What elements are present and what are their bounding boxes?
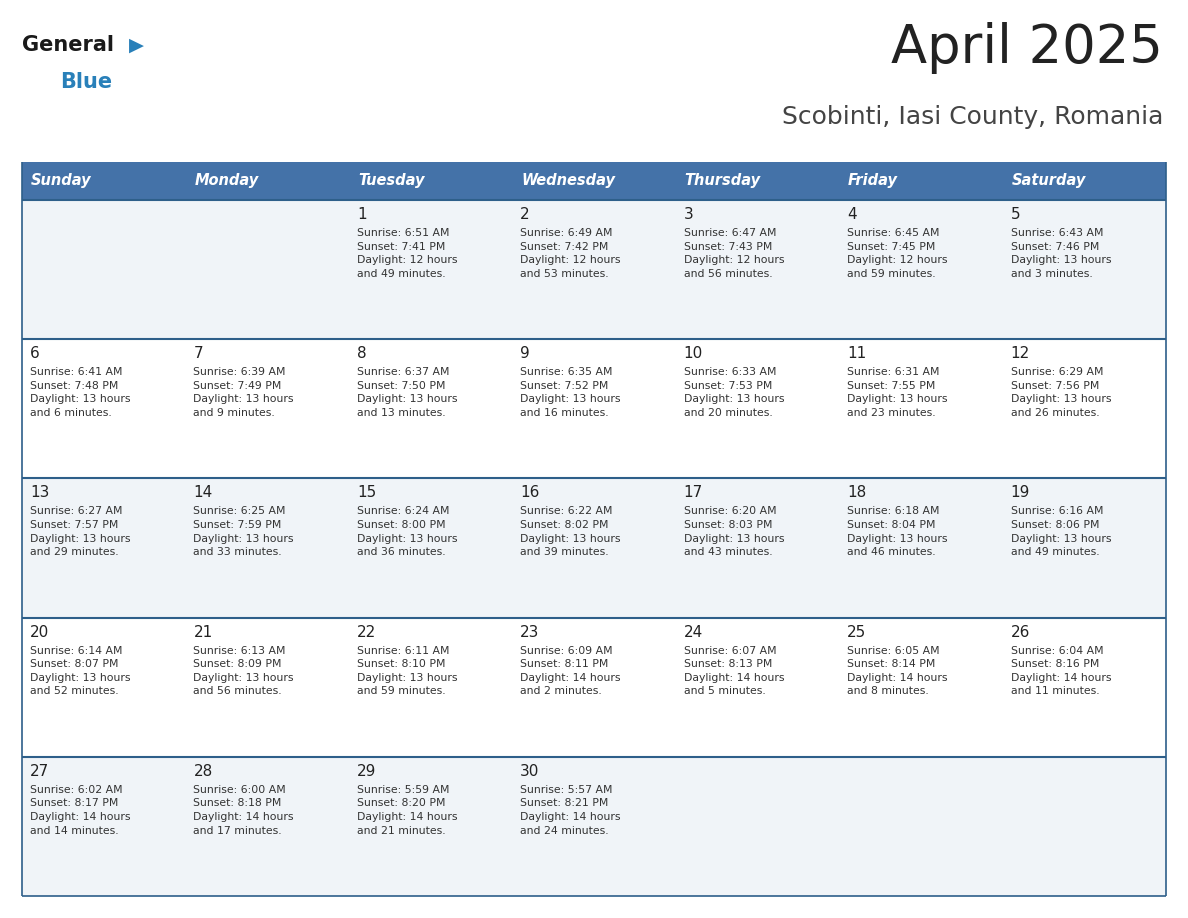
Text: 9: 9 xyxy=(520,346,530,361)
Bar xyxy=(23,200,1165,339)
Text: 28: 28 xyxy=(194,764,213,778)
Text: 6: 6 xyxy=(30,346,39,361)
Text: Sunrise: 6:09 AM
Sunset: 8:11 PM
Daylight: 14 hours
and 2 minutes.: Sunrise: 6:09 AM Sunset: 8:11 PM Dayligh… xyxy=(520,645,621,697)
Text: ▶: ▶ xyxy=(129,36,144,55)
Text: 10: 10 xyxy=(684,346,703,361)
Bar xyxy=(1003,162,1165,200)
Text: Sunrise: 6:45 AM
Sunset: 7:45 PM
Daylight: 12 hours
and 59 minutes.: Sunrise: 6:45 AM Sunset: 7:45 PM Dayligh… xyxy=(847,228,948,279)
Text: 17: 17 xyxy=(684,486,703,500)
Text: 22: 22 xyxy=(356,624,377,640)
Text: Sunrise: 6:07 AM
Sunset: 8:13 PM
Daylight: 14 hours
and 5 minutes.: Sunrise: 6:07 AM Sunset: 8:13 PM Dayligh… xyxy=(684,645,784,697)
Text: Tuesday: Tuesday xyxy=(358,174,424,188)
Text: 2: 2 xyxy=(520,207,530,222)
Text: Saturday: Saturday xyxy=(1011,174,1086,188)
Text: Sunrise: 6:13 AM
Sunset: 8:09 PM
Daylight: 13 hours
and 56 minutes.: Sunrise: 6:13 AM Sunset: 8:09 PM Dayligh… xyxy=(194,645,293,697)
Text: 30: 30 xyxy=(520,764,539,778)
Text: Sunrise: 6:04 AM
Sunset: 8:16 PM
Daylight: 14 hours
and 11 minutes.: Sunrise: 6:04 AM Sunset: 8:16 PM Dayligh… xyxy=(1011,645,1111,697)
Text: Sunrise: 6:31 AM
Sunset: 7:55 PM
Daylight: 13 hours
and 23 minutes.: Sunrise: 6:31 AM Sunset: 7:55 PM Dayligh… xyxy=(847,367,948,418)
Text: 26: 26 xyxy=(1011,624,1030,640)
Text: Sunrise: 6:47 AM
Sunset: 7:43 PM
Daylight: 12 hours
and 56 minutes.: Sunrise: 6:47 AM Sunset: 7:43 PM Dayligh… xyxy=(684,228,784,279)
Text: Sunrise: 5:59 AM
Sunset: 8:20 PM
Daylight: 14 hours
and 21 minutes.: Sunrise: 5:59 AM Sunset: 8:20 PM Dayligh… xyxy=(356,785,457,835)
Text: 15: 15 xyxy=(356,486,377,500)
Text: Sunday: Sunday xyxy=(31,174,91,188)
Text: 5: 5 xyxy=(1011,207,1020,222)
Text: Sunrise: 6:24 AM
Sunset: 8:00 PM
Daylight: 13 hours
and 36 minutes.: Sunrise: 6:24 AM Sunset: 8:00 PM Dayligh… xyxy=(356,507,457,557)
Text: Sunrise: 6:05 AM
Sunset: 8:14 PM
Daylight: 14 hours
and 8 minutes.: Sunrise: 6:05 AM Sunset: 8:14 PM Dayligh… xyxy=(847,645,948,697)
Text: Sunrise: 6:22 AM
Sunset: 8:02 PM
Daylight: 13 hours
and 39 minutes.: Sunrise: 6:22 AM Sunset: 8:02 PM Dayligh… xyxy=(520,507,621,557)
Text: Sunrise: 6:43 AM
Sunset: 7:46 PM
Daylight: 13 hours
and 3 minutes.: Sunrise: 6:43 AM Sunset: 7:46 PM Dayligh… xyxy=(1011,228,1111,279)
Text: April 2025: April 2025 xyxy=(891,22,1163,74)
Text: Monday: Monday xyxy=(195,174,259,188)
Text: Sunrise: 6:00 AM
Sunset: 8:18 PM
Daylight: 14 hours
and 17 minutes.: Sunrise: 6:00 AM Sunset: 8:18 PM Dayligh… xyxy=(194,785,293,835)
Bar xyxy=(23,339,1165,478)
Bar xyxy=(512,162,676,200)
Text: Sunrise: 6:41 AM
Sunset: 7:48 PM
Daylight: 13 hours
and 6 minutes.: Sunrise: 6:41 AM Sunset: 7:48 PM Dayligh… xyxy=(30,367,131,418)
Text: 23: 23 xyxy=(520,624,539,640)
Text: 13: 13 xyxy=(30,486,50,500)
Text: 24: 24 xyxy=(684,624,703,640)
Bar xyxy=(23,618,1165,756)
Text: 7: 7 xyxy=(194,346,203,361)
Text: Sunrise: 6:02 AM
Sunset: 8:17 PM
Daylight: 14 hours
and 14 minutes.: Sunrise: 6:02 AM Sunset: 8:17 PM Dayligh… xyxy=(30,785,131,835)
Text: 14: 14 xyxy=(194,486,213,500)
Text: 19: 19 xyxy=(1011,486,1030,500)
Text: Scobinti, Iasi County, Romania: Scobinti, Iasi County, Romania xyxy=(782,105,1163,129)
Text: Sunrise: 6:29 AM
Sunset: 7:56 PM
Daylight: 13 hours
and 26 minutes.: Sunrise: 6:29 AM Sunset: 7:56 PM Dayligh… xyxy=(1011,367,1111,418)
Text: 12: 12 xyxy=(1011,346,1030,361)
Text: 11: 11 xyxy=(847,346,866,361)
Text: Sunrise: 6:20 AM
Sunset: 8:03 PM
Daylight: 13 hours
and 43 minutes.: Sunrise: 6:20 AM Sunset: 8:03 PM Dayligh… xyxy=(684,507,784,557)
Text: 4: 4 xyxy=(847,207,857,222)
Bar xyxy=(839,162,1003,200)
Text: Sunrise: 5:57 AM
Sunset: 8:21 PM
Daylight: 14 hours
and 24 minutes.: Sunrise: 5:57 AM Sunset: 8:21 PM Dayligh… xyxy=(520,785,621,835)
Text: 8: 8 xyxy=(356,346,366,361)
Text: Thursday: Thursday xyxy=(684,174,760,188)
Text: 25: 25 xyxy=(847,624,866,640)
Text: Sunrise: 6:11 AM
Sunset: 8:10 PM
Daylight: 13 hours
and 59 minutes.: Sunrise: 6:11 AM Sunset: 8:10 PM Dayligh… xyxy=(356,645,457,697)
Text: Sunrise: 6:49 AM
Sunset: 7:42 PM
Daylight: 12 hours
and 53 minutes.: Sunrise: 6:49 AM Sunset: 7:42 PM Dayligh… xyxy=(520,228,621,279)
Text: Sunrise: 6:16 AM
Sunset: 8:06 PM
Daylight: 13 hours
and 49 minutes.: Sunrise: 6:16 AM Sunset: 8:06 PM Dayligh… xyxy=(1011,507,1111,557)
Text: Sunrise: 6:35 AM
Sunset: 7:52 PM
Daylight: 13 hours
and 16 minutes.: Sunrise: 6:35 AM Sunset: 7:52 PM Dayligh… xyxy=(520,367,621,418)
Bar xyxy=(23,756,1165,896)
Text: Sunrise: 6:37 AM
Sunset: 7:50 PM
Daylight: 13 hours
and 13 minutes.: Sunrise: 6:37 AM Sunset: 7:50 PM Dayligh… xyxy=(356,367,457,418)
Text: Sunrise: 6:33 AM
Sunset: 7:53 PM
Daylight: 13 hours
and 20 minutes.: Sunrise: 6:33 AM Sunset: 7:53 PM Dayligh… xyxy=(684,367,784,418)
Text: Sunrise: 6:39 AM
Sunset: 7:49 PM
Daylight: 13 hours
and 9 minutes.: Sunrise: 6:39 AM Sunset: 7:49 PM Dayligh… xyxy=(194,367,293,418)
Text: 1: 1 xyxy=(356,207,366,222)
Text: General: General xyxy=(23,35,114,55)
Text: Sunrise: 6:18 AM
Sunset: 8:04 PM
Daylight: 13 hours
and 46 minutes.: Sunrise: 6:18 AM Sunset: 8:04 PM Dayligh… xyxy=(847,507,948,557)
Text: 29: 29 xyxy=(356,764,377,778)
Bar xyxy=(185,162,349,200)
Text: Sunrise: 6:14 AM
Sunset: 8:07 PM
Daylight: 13 hours
and 52 minutes.: Sunrise: 6:14 AM Sunset: 8:07 PM Dayligh… xyxy=(30,645,131,697)
Text: 27: 27 xyxy=(30,764,49,778)
Bar xyxy=(23,478,1165,618)
Text: Friday: Friday xyxy=(848,174,898,188)
Text: Sunrise: 6:27 AM
Sunset: 7:57 PM
Daylight: 13 hours
and 29 minutes.: Sunrise: 6:27 AM Sunset: 7:57 PM Dayligh… xyxy=(30,507,131,557)
Text: Blue: Blue xyxy=(61,72,112,92)
Text: 21: 21 xyxy=(194,624,213,640)
Text: Sunrise: 6:25 AM
Sunset: 7:59 PM
Daylight: 13 hours
and 33 minutes.: Sunrise: 6:25 AM Sunset: 7:59 PM Dayligh… xyxy=(194,507,293,557)
Bar xyxy=(23,162,185,200)
Text: 18: 18 xyxy=(847,486,866,500)
Text: Wednesday: Wednesday xyxy=(522,174,615,188)
Text: 3: 3 xyxy=(684,207,694,222)
Text: Sunrise: 6:51 AM
Sunset: 7:41 PM
Daylight: 12 hours
and 49 minutes.: Sunrise: 6:51 AM Sunset: 7:41 PM Dayligh… xyxy=(356,228,457,279)
Bar xyxy=(676,162,839,200)
Text: 20: 20 xyxy=(30,624,49,640)
Text: 16: 16 xyxy=(520,486,539,500)
Bar xyxy=(349,162,512,200)
